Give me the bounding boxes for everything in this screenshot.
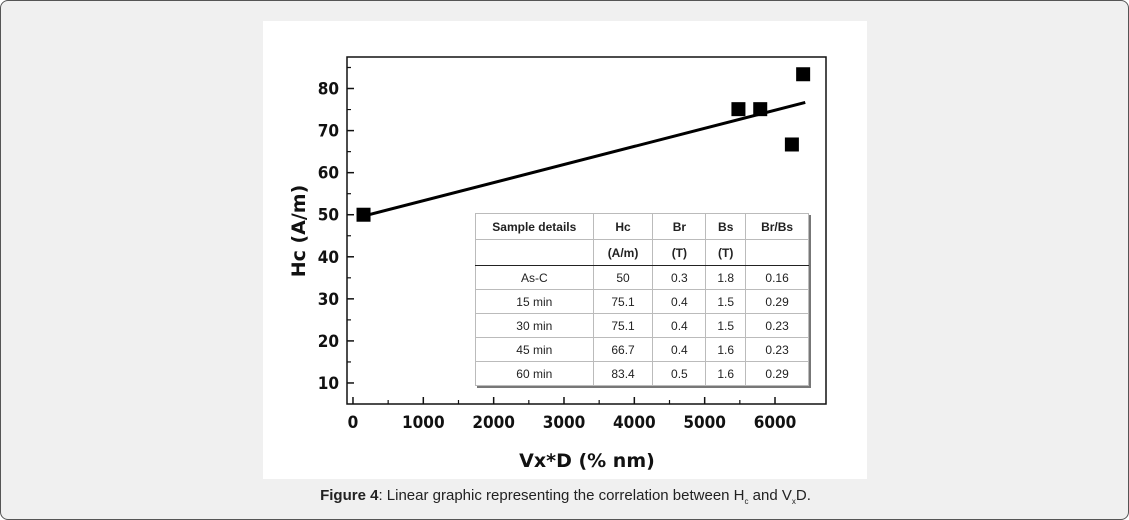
x-tick-label: 0 (348, 413, 359, 433)
y-tick-label: 10 (318, 374, 339, 394)
table-cell: 75.1 (592, 313, 654, 338)
unit-cell: (A/m) (592, 239, 654, 266)
table-row: 45 min 66.7 0.4 1.6 0.23 (475, 337, 809, 362)
data-point (356, 207, 371, 222)
header-cell: Sample details (475, 213, 594, 240)
table-cell: 1.5 (705, 313, 747, 338)
x-tick-label: 2000 (472, 413, 515, 433)
caption-text: D. (795, 487, 811, 504)
y-axis-label: Hc (A/m) (288, 185, 310, 278)
table-cell: 83.4 (592, 361, 654, 386)
caption-sub: x (791, 497, 796, 506)
caption-text: : Linear graphic representing the correl… (378, 487, 745, 504)
table-units-row: (A/m) (T) (T) (475, 239, 809, 266)
header-cell: Br (652, 213, 707, 240)
unit-cell (745, 239, 809, 266)
header-cell: Bs (705, 213, 747, 240)
x-tick-label: 5000 (683, 413, 726, 433)
table-cell: 1.6 (705, 337, 747, 362)
data-point (753, 102, 768, 117)
x-axis-label: Vx*D (% nm) (519, 450, 655, 472)
table-cell: 0.3 (652, 265, 707, 290)
y-tick-label: 50 (318, 206, 339, 226)
header-cell: Br/Bs (745, 213, 809, 240)
y-tick-label: 40 (318, 248, 339, 268)
x-tick-label: 3000 (543, 413, 586, 433)
table-cell: 0.29 (745, 289, 809, 314)
unit-cell (475, 239, 594, 266)
y-tick-label: 80 (318, 80, 339, 100)
caption-text: and V (748, 487, 792, 504)
data-table: Sample details Hc Br Bs Br/Bs (A/m) (T) … (475, 213, 809, 386)
table-cell: As-C (475, 265, 594, 290)
table-row: 60 min 83.4 0.5 1.6 0.29 (475, 361, 809, 386)
table-cell: 0.4 (652, 337, 707, 362)
table-cell: 30 min (475, 313, 594, 338)
table-row: As-C 50 0.3 1.8 0.16 (475, 265, 809, 290)
table-cell: 45 min (475, 337, 594, 362)
x-tick-label: 6000 (754, 413, 797, 433)
table-cell: 1.6 (705, 361, 747, 386)
x-tick-label: 4000 (613, 413, 656, 433)
caption-label: Figure 4 (320, 487, 379, 504)
table-row: 30 min 75.1 0.4 1.5 0.23 (475, 313, 809, 338)
table-cell: 0.23 (745, 337, 809, 362)
data-point (731, 102, 746, 117)
y-tick-label: 30 (318, 290, 339, 310)
caption-sub: c (744, 497, 749, 506)
table-row: 15 min 75.1 0.4 1.5 0.29 (475, 289, 809, 314)
table-cell: 0.16 (745, 265, 809, 290)
y-tick-label: 20 (318, 332, 339, 352)
unit-cell: (T) (652, 239, 707, 266)
table-cell: 0.23 (745, 313, 809, 338)
fit-line (360, 100, 806, 219)
table-cell: 1.5 (705, 289, 747, 314)
table-cell: 50 (592, 265, 654, 290)
unit-cell: (T) (705, 239, 747, 266)
x-tick-label: 1000 (402, 413, 445, 433)
data-point (796, 67, 811, 82)
table-cell: 1.8 (705, 265, 747, 290)
data-point (784, 137, 799, 152)
header-cell: Hc (592, 213, 654, 240)
table-cell: 0.5 (652, 361, 707, 386)
plot-frame (346, 56, 827, 405)
table-header-row: Sample details Hc Br Bs Br/Bs (475, 213, 809, 240)
y-tick-label: 60 (318, 164, 339, 184)
table-cell: 0.4 (652, 313, 707, 338)
table-cell: 75.1 (592, 289, 654, 314)
table-cell: 66.7 (592, 337, 654, 362)
y-tick-label: 70 (318, 122, 339, 142)
figure-caption: Figure 4: Linear graphic representing th… (1, 487, 1128, 506)
table-cell: 15 min (475, 289, 594, 314)
table-cell: 0.4 (652, 289, 707, 314)
table-cell: 60 min (475, 361, 594, 386)
table-cell: 0.29 (745, 361, 809, 386)
